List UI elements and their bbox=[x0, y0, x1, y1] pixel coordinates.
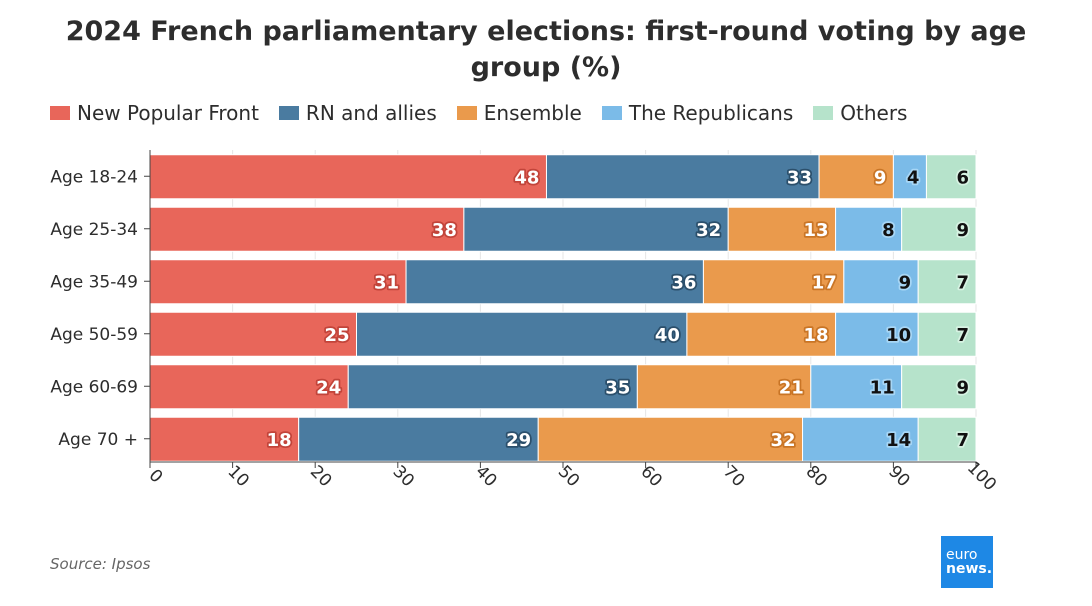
bar-1-0 bbox=[545, 154, 820, 200]
x-tick-label-0: 0 bbox=[145, 466, 167, 488]
data-label-1-2: 36 bbox=[671, 272, 696, 293]
data-label-4-4: 9 bbox=[956, 377, 969, 398]
bar-3-1 bbox=[835, 206, 903, 252]
bar-0-1 bbox=[149, 206, 465, 252]
data-label-3-4: 11 bbox=[870, 377, 895, 398]
legend-item-1[interactable]: RN and allies bbox=[278, 101, 437, 125]
data-label-2-3: 18 bbox=[804, 325, 829, 346]
x-tick-label-7: 70 bbox=[719, 462, 748, 491]
bar-0-4 bbox=[149, 364, 349, 410]
x-tick-label-3: 30 bbox=[389, 462, 418, 491]
data-label-0-1: 38 bbox=[432, 220, 457, 241]
logo-text-line2: news. bbox=[946, 561, 993, 577]
bar-1-2 bbox=[405, 259, 704, 305]
bar-0-2 bbox=[149, 259, 407, 305]
bar-4-5 bbox=[917, 416, 977, 462]
category-label-3: Age 50-59 bbox=[50, 325, 138, 345]
x-tick-label-6: 60 bbox=[636, 462, 665, 491]
data-label-2-4: 21 bbox=[779, 377, 804, 398]
legend-swatch-3 bbox=[601, 106, 622, 120]
category-label-0: Age 18-24 bbox=[50, 167, 138, 187]
data-label-2-2: 17 bbox=[812, 272, 837, 293]
bar-1-3 bbox=[356, 311, 688, 357]
data-label-4-3: 7 bbox=[956, 325, 969, 346]
chart-legend: New Popular Front RN and allies Ensemble Th… bbox=[50, 100, 907, 126]
data-label-0-4: 24 bbox=[316, 377, 341, 398]
bar-4-1 bbox=[901, 206, 977, 252]
data-label-4-1: 9 bbox=[956, 220, 969, 241]
x-tick-label-9: 90 bbox=[884, 462, 913, 491]
data-label-3-0: 4 bbox=[907, 167, 920, 188]
legend-label-1: RN and allies bbox=[305, 101, 437, 125]
chart-title: 2024 French parliamentary elections: fir… bbox=[65, 16, 1027, 83]
data-label-4-2: 7 bbox=[956, 272, 969, 293]
data-label-1-3: 40 bbox=[655, 325, 680, 346]
data-label-2-0: 9 bbox=[874, 167, 887, 188]
data-label-3-1: 8 bbox=[882, 220, 895, 241]
data-label-0-5: 18 bbox=[267, 430, 292, 451]
data-label-0-0: 48 bbox=[514, 167, 539, 188]
logo-text-line1: euro bbox=[946, 547, 978, 563]
x-tick-label-5: 50 bbox=[554, 462, 583, 491]
bar-2-1 bbox=[727, 206, 837, 252]
data-label-3-2: 9 bbox=[899, 272, 912, 293]
bar-1-5 bbox=[298, 416, 539, 462]
category-label-2: Age 35-49 bbox=[50, 272, 138, 292]
category-label-4: Age 60-69 bbox=[50, 377, 138, 397]
bar-3-0 bbox=[892, 154, 927, 200]
bar-4-3 bbox=[917, 311, 977, 357]
data-label-4-0: 6 bbox=[956, 167, 969, 188]
data-label-1-5: 29 bbox=[506, 430, 531, 451]
legend-label-2: Ensemble bbox=[483, 101, 582, 125]
legend-swatch-4 bbox=[813, 106, 834, 120]
euronews-logo: euro news. bbox=[941, 536, 993, 588]
bar-2-3 bbox=[686, 311, 837, 357]
x-tick-label-10: 100 bbox=[963, 458, 1000, 495]
bar-0-0 bbox=[149, 154, 547, 200]
data-label-2-1: 13 bbox=[804, 220, 829, 241]
data-label-0-3: 25 bbox=[324, 325, 349, 346]
bar-4-4 bbox=[901, 364, 977, 410]
legend-swatch-2 bbox=[456, 106, 477, 120]
bar-0-3 bbox=[149, 311, 357, 357]
bar-1-1 bbox=[463, 206, 729, 252]
data-label-1-1: 32 bbox=[696, 220, 721, 241]
data-label-1-4: 35 bbox=[605, 377, 630, 398]
x-tick-label-1: 10 bbox=[223, 462, 252, 491]
legend-label-4: Others bbox=[840, 101, 908, 125]
bar-3-4 bbox=[810, 364, 903, 410]
bar-3-2 bbox=[843, 259, 919, 305]
legend-label-0: New Popular Front bbox=[77, 101, 259, 125]
bar-2-2 bbox=[702, 259, 845, 305]
x-tick-label-4: 40 bbox=[471, 462, 500, 491]
source-note: Source: Ipsos bbox=[50, 555, 151, 573]
x-tick-label-2: 20 bbox=[306, 462, 335, 491]
bar-3-5 bbox=[802, 416, 919, 462]
data-label-4-5: 7 bbox=[956, 430, 969, 451]
bar-4-2 bbox=[917, 259, 977, 305]
data-label-3-5: 14 bbox=[886, 430, 911, 451]
category-label-5: Age 70 + bbox=[58, 430, 138, 450]
legend-swatch-1 bbox=[278, 106, 299, 120]
bar-4-0 bbox=[925, 154, 977, 200]
data-label-0-2: 31 bbox=[374, 272, 399, 293]
data-label-2-5: 32 bbox=[770, 430, 795, 451]
data-label-1-0: 33 bbox=[787, 167, 812, 188]
category-label-1: Age 25-34 bbox=[50, 220, 138, 240]
legend-item-3[interactable]: The Republicans bbox=[601, 101, 794, 125]
legend-swatch-0 bbox=[50, 106, 70, 120]
legend-item-0[interactable]: New Popular Front bbox=[50, 101, 259, 125]
legend-item-2[interactable]: Ensemble bbox=[456, 101, 582, 125]
bar-2-5 bbox=[537, 416, 804, 462]
bar-1-4 bbox=[347, 364, 638, 410]
legend-item-4[interactable]: Others bbox=[813, 101, 907, 125]
data-label-3-3: 10 bbox=[886, 325, 911, 346]
legend-label-3: The Republicans bbox=[628, 101, 794, 125]
x-tick-label-8: 80 bbox=[802, 462, 831, 491]
